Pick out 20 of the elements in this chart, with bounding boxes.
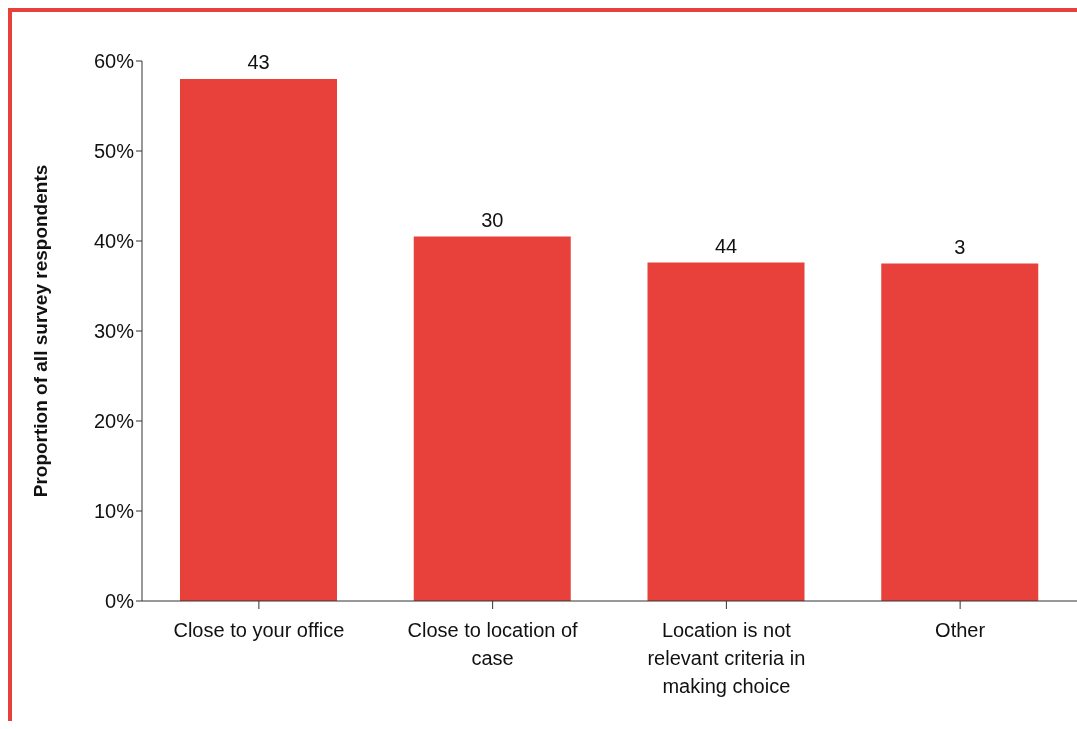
y-tick-label: 10% xyxy=(93,500,135,523)
annotation: 3 xyxy=(954,235,966,258)
y-tick-label: 20% xyxy=(93,410,135,433)
x-tick-label: Location is not relevant criteria in making choice xyxy=(647,619,806,697)
bar xyxy=(180,79,337,601)
y-tick-label: 40% xyxy=(93,230,135,253)
y-tick-label: 0% xyxy=(105,590,135,613)
x-tick-label: Close to location of case xyxy=(407,619,579,669)
bar xyxy=(881,263,1039,601)
annotation: 30 xyxy=(481,208,504,231)
annotation: 44 xyxy=(714,234,738,257)
bar xyxy=(413,236,571,601)
y-axis-title: Proportion of all survey respondents xyxy=(29,164,51,498)
x-tick-label: Other xyxy=(935,619,986,641)
annotation: 43 xyxy=(247,51,270,73)
bar xyxy=(647,262,805,601)
y-tick-label: 60% xyxy=(93,50,135,73)
x-tick-label: Close to your office xyxy=(173,619,345,641)
y-tick-label: 30% xyxy=(93,320,135,343)
y-tick-label: 50% xyxy=(93,140,135,163)
